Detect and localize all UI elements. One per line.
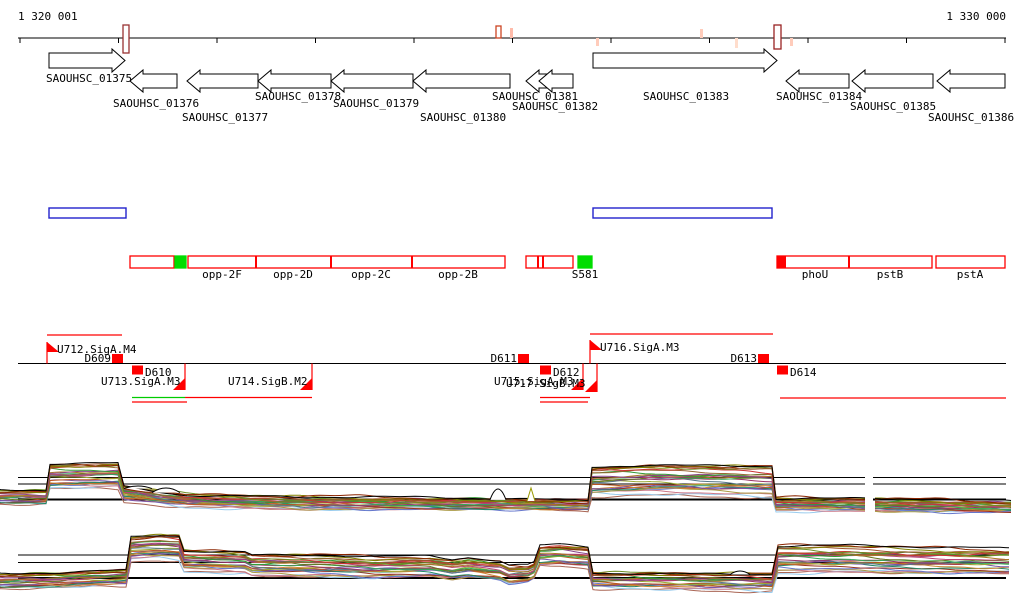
ruler-marker-tick-5[interactable] (596, 38, 599, 46)
chart-0-series-0 (874, 498, 1012, 501)
downflag-triangle-U713.SigA.M3[interactable] (173, 378, 185, 390)
feature-box-5[interactable] (776, 255, 933, 269)
feature-box-3[interactable] (525, 255, 574, 269)
d-marker-D611[interactable] (518, 354, 529, 363)
ruler-marker-rect-1[interactable] (495, 25, 502, 39)
chart-1-series-0 (0, 535, 1009, 576)
feature-box-0[interactable] (129, 255, 175, 269)
region-box-1[interactable] (592, 207, 773, 219)
chart-1-series-8 (0, 543, 1010, 583)
d-marker-D610[interactable] (132, 365, 143, 375)
feature-box-5-fill-0 (777, 256, 786, 268)
ruler-marker-rect-2[interactable] (773, 24, 782, 50)
gene-arrow-SAOUHSC_01376[interactable] (129, 68, 178, 94)
gene-arrow-SAOUHSC_01386[interactable] (936, 68, 1006, 94)
ruler-marker-rect-0[interactable] (122, 24, 130, 54)
chart-0-spike-0 (526, 486, 536, 502)
gene-arrow-SAOUHSC_01377[interactable] (186, 68, 259, 94)
chart-0-black-bump-2 (489, 488, 507, 501)
gene-arrow-SAOUHSC_01378[interactable] (257, 68, 332, 94)
chart-1-series-16 (0, 549, 1010, 588)
gene-arrow-SAOUHSC_01385[interactable] (851, 68, 934, 94)
feature-box-6[interactable] (935, 255, 1006, 269)
d-marker-D614[interactable] (777, 365, 788, 375)
ruler-marker-tick-4[interactable] (700, 29, 703, 38)
chart-1-black-bump-0 (729, 570, 751, 575)
upflag-triangle-U716.SigA.M3[interactable] (590, 340, 602, 350)
chart-0-series-19 (0, 480, 866, 511)
chart-0-series-1 (874, 497, 1012, 505)
gene-arrow-SAOUHSC_01379[interactable] (330, 68, 414, 94)
chart-0-series-22 (874, 509, 1011, 513)
d-marker-D609[interactable] (112, 354, 123, 363)
gene-arrow-SAOUHSC_01384[interactable] (785, 68, 850, 94)
gene-arrow-SAOUHSC_01382[interactable] (538, 68, 574, 94)
gene-arrow-SAOUHSC_01383[interactable] (592, 47, 778, 74)
ruler-marker-tick-3[interactable] (510, 28, 513, 38)
feature-box-4[interactable] (577, 255, 593, 269)
upflag-triangle-U712.SigA.M4[interactable] (47, 342, 59, 352)
downflag-triangle-U717.SigB.M3[interactable] (585, 380, 597, 392)
feature-box-1[interactable] (174, 255, 187, 269)
feature-box-2[interactable] (187, 255, 506, 269)
downflag-triangle-U715.SigA.M3[interactable] (571, 378, 583, 390)
gene-arrow-SAOUHSC_01375[interactable] (48, 47, 126, 74)
chart-0-series-6 (0, 466, 866, 505)
ruler-marker-tick-7[interactable] (790, 38, 793, 46)
chart-1-series-11 (0, 544, 1010, 584)
chart-0-series-0 (0, 461, 866, 502)
ruler-marker-tick-6[interactable] (735, 38, 738, 48)
chart-0-series-13 (875, 504, 1011, 510)
gene-arrow-SAOUHSC_01380[interactable] (412, 68, 511, 94)
d-marker-D613[interactable] (758, 354, 769, 363)
chart-0-series-1 (0, 463, 866, 504)
chart-0-black-bump-0 (123, 485, 153, 490)
d-marker-D612[interactable] (540, 365, 551, 375)
region-box-0[interactable] (48, 207, 127, 219)
downflag-triangle-U714.SigB.M2[interactable] (300, 378, 312, 390)
chart-0-black-bump-1 (151, 487, 181, 494)
chart-1-series-2 (0, 533, 1009, 576)
